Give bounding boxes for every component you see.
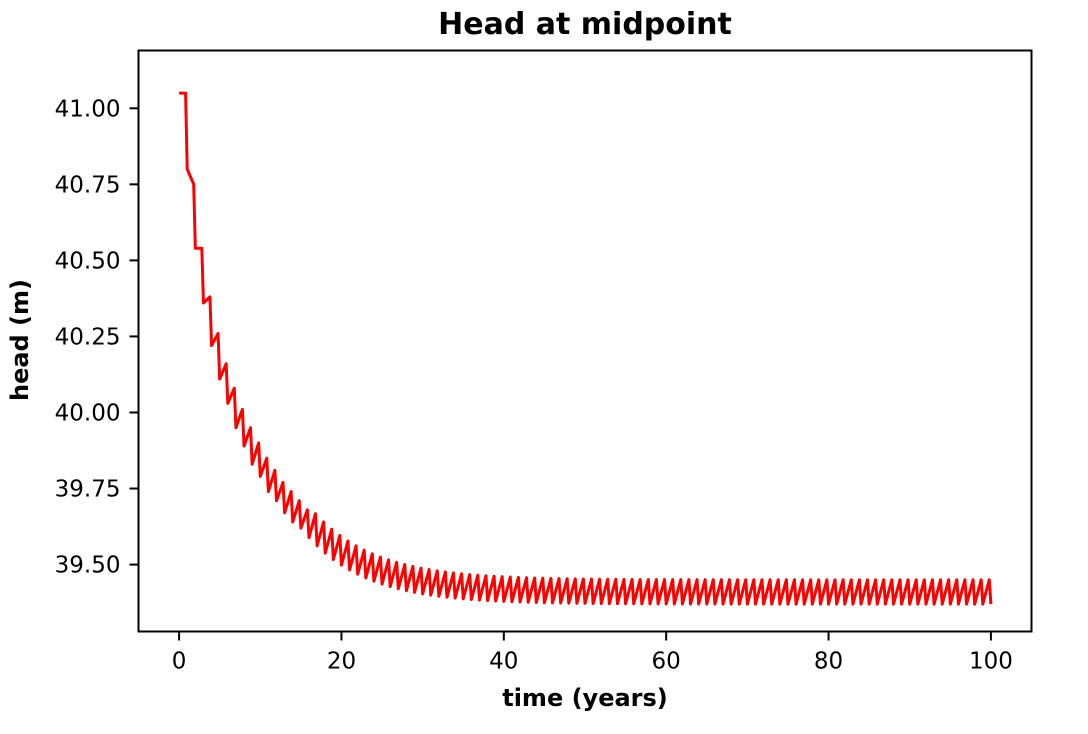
x-tick-label: 100 [969,649,1013,675]
chart-title: Head at midpoint [438,7,732,42]
y-tick-label: 40.25 [55,324,121,350]
x-tick-label: 60 [652,649,681,675]
y-tick-label: 40.75 [55,172,121,198]
series-layer [179,91,993,606]
y-tick-label: 41.00 [55,96,121,122]
head-series-line [179,91,993,606]
x-tick-label: 80 [814,649,843,675]
y-axis-label: head (m) [6,279,34,401]
x-tick-label: 40 [489,649,518,675]
axis-ticks: 0 20 40 60 80 100 39.50 39.75 40.00 40.25 40.50 40.… [55,96,1013,674]
y-tick-label: 40.50 [55,248,121,274]
plot-area-frame [137,49,1033,633]
x-axis-label: time (years) [502,684,668,712]
y-tick-label: 40.00 [55,400,121,426]
y-tick-label: 39.50 [55,553,121,579]
x-tick-label: 20 [327,649,356,675]
y-tick-label: 39.75 [55,477,121,503]
x-tick-label: 0 [172,649,187,675]
